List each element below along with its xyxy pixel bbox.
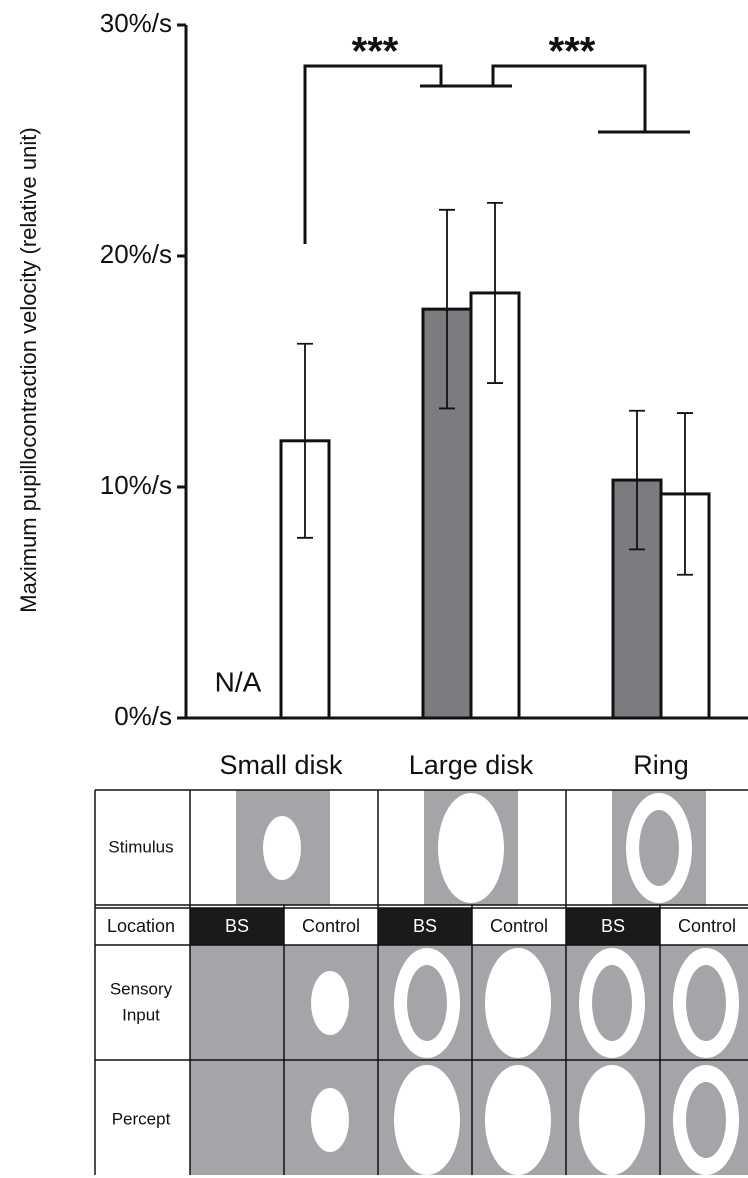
row-label: Stimulus — [108, 837, 173, 856]
location-label: Control — [302, 916, 360, 936]
shape — [407, 965, 447, 1041]
row-label: Sensory — [110, 979, 173, 998]
shape — [686, 965, 726, 1041]
shape — [592, 965, 632, 1041]
location-label: Control — [678, 916, 736, 936]
na-annotation: N/A — [215, 666, 262, 697]
stimulus-shape — [438, 793, 504, 903]
shape — [485, 1065, 551, 1175]
x-tick-label: Small disk — [219, 750, 343, 780]
y-tick-label: 20%/s — [100, 239, 172, 269]
shape — [485, 948, 551, 1058]
location-label: BS — [413, 916, 437, 936]
bracket — [305, 66, 690, 244]
shape — [579, 1065, 645, 1175]
row-label: Location — [107, 916, 175, 936]
stimulus-shape — [639, 810, 679, 886]
location-label: BS — [225, 916, 249, 936]
location-label: Control — [490, 916, 548, 936]
shape — [311, 1088, 349, 1152]
significance-stars: *** — [549, 30, 596, 74]
figure: Maximum pupillocontraction velocity (rel… — [0, 0, 748, 1178]
stimulus-shape — [263, 816, 301, 880]
y-axis-label: Maximum pupillocontraction velocity (rel… — [16, 127, 41, 612]
y-tick-label: 0%/s — [114, 701, 172, 731]
y-tick-label: 30%/s — [100, 8, 172, 38]
shape — [686, 1082, 726, 1158]
row-label: Input — [122, 1005, 160, 1024]
x-tick-label: Ring — [633, 750, 689, 780]
significance-brackets — [305, 66, 690, 244]
x-tick-label: Large disk — [409, 750, 534, 780]
condition-table: Stimulus Location Sensory Input Percept — [95, 790, 748, 1175]
significance-stars: *** — [352, 30, 399, 74]
y-tick-label: 10%/s — [100, 470, 172, 500]
shape — [394, 1065, 460, 1175]
row-label: Percept — [112, 1109, 171, 1128]
shape — [311, 971, 349, 1035]
location-label: BS — [601, 916, 625, 936]
